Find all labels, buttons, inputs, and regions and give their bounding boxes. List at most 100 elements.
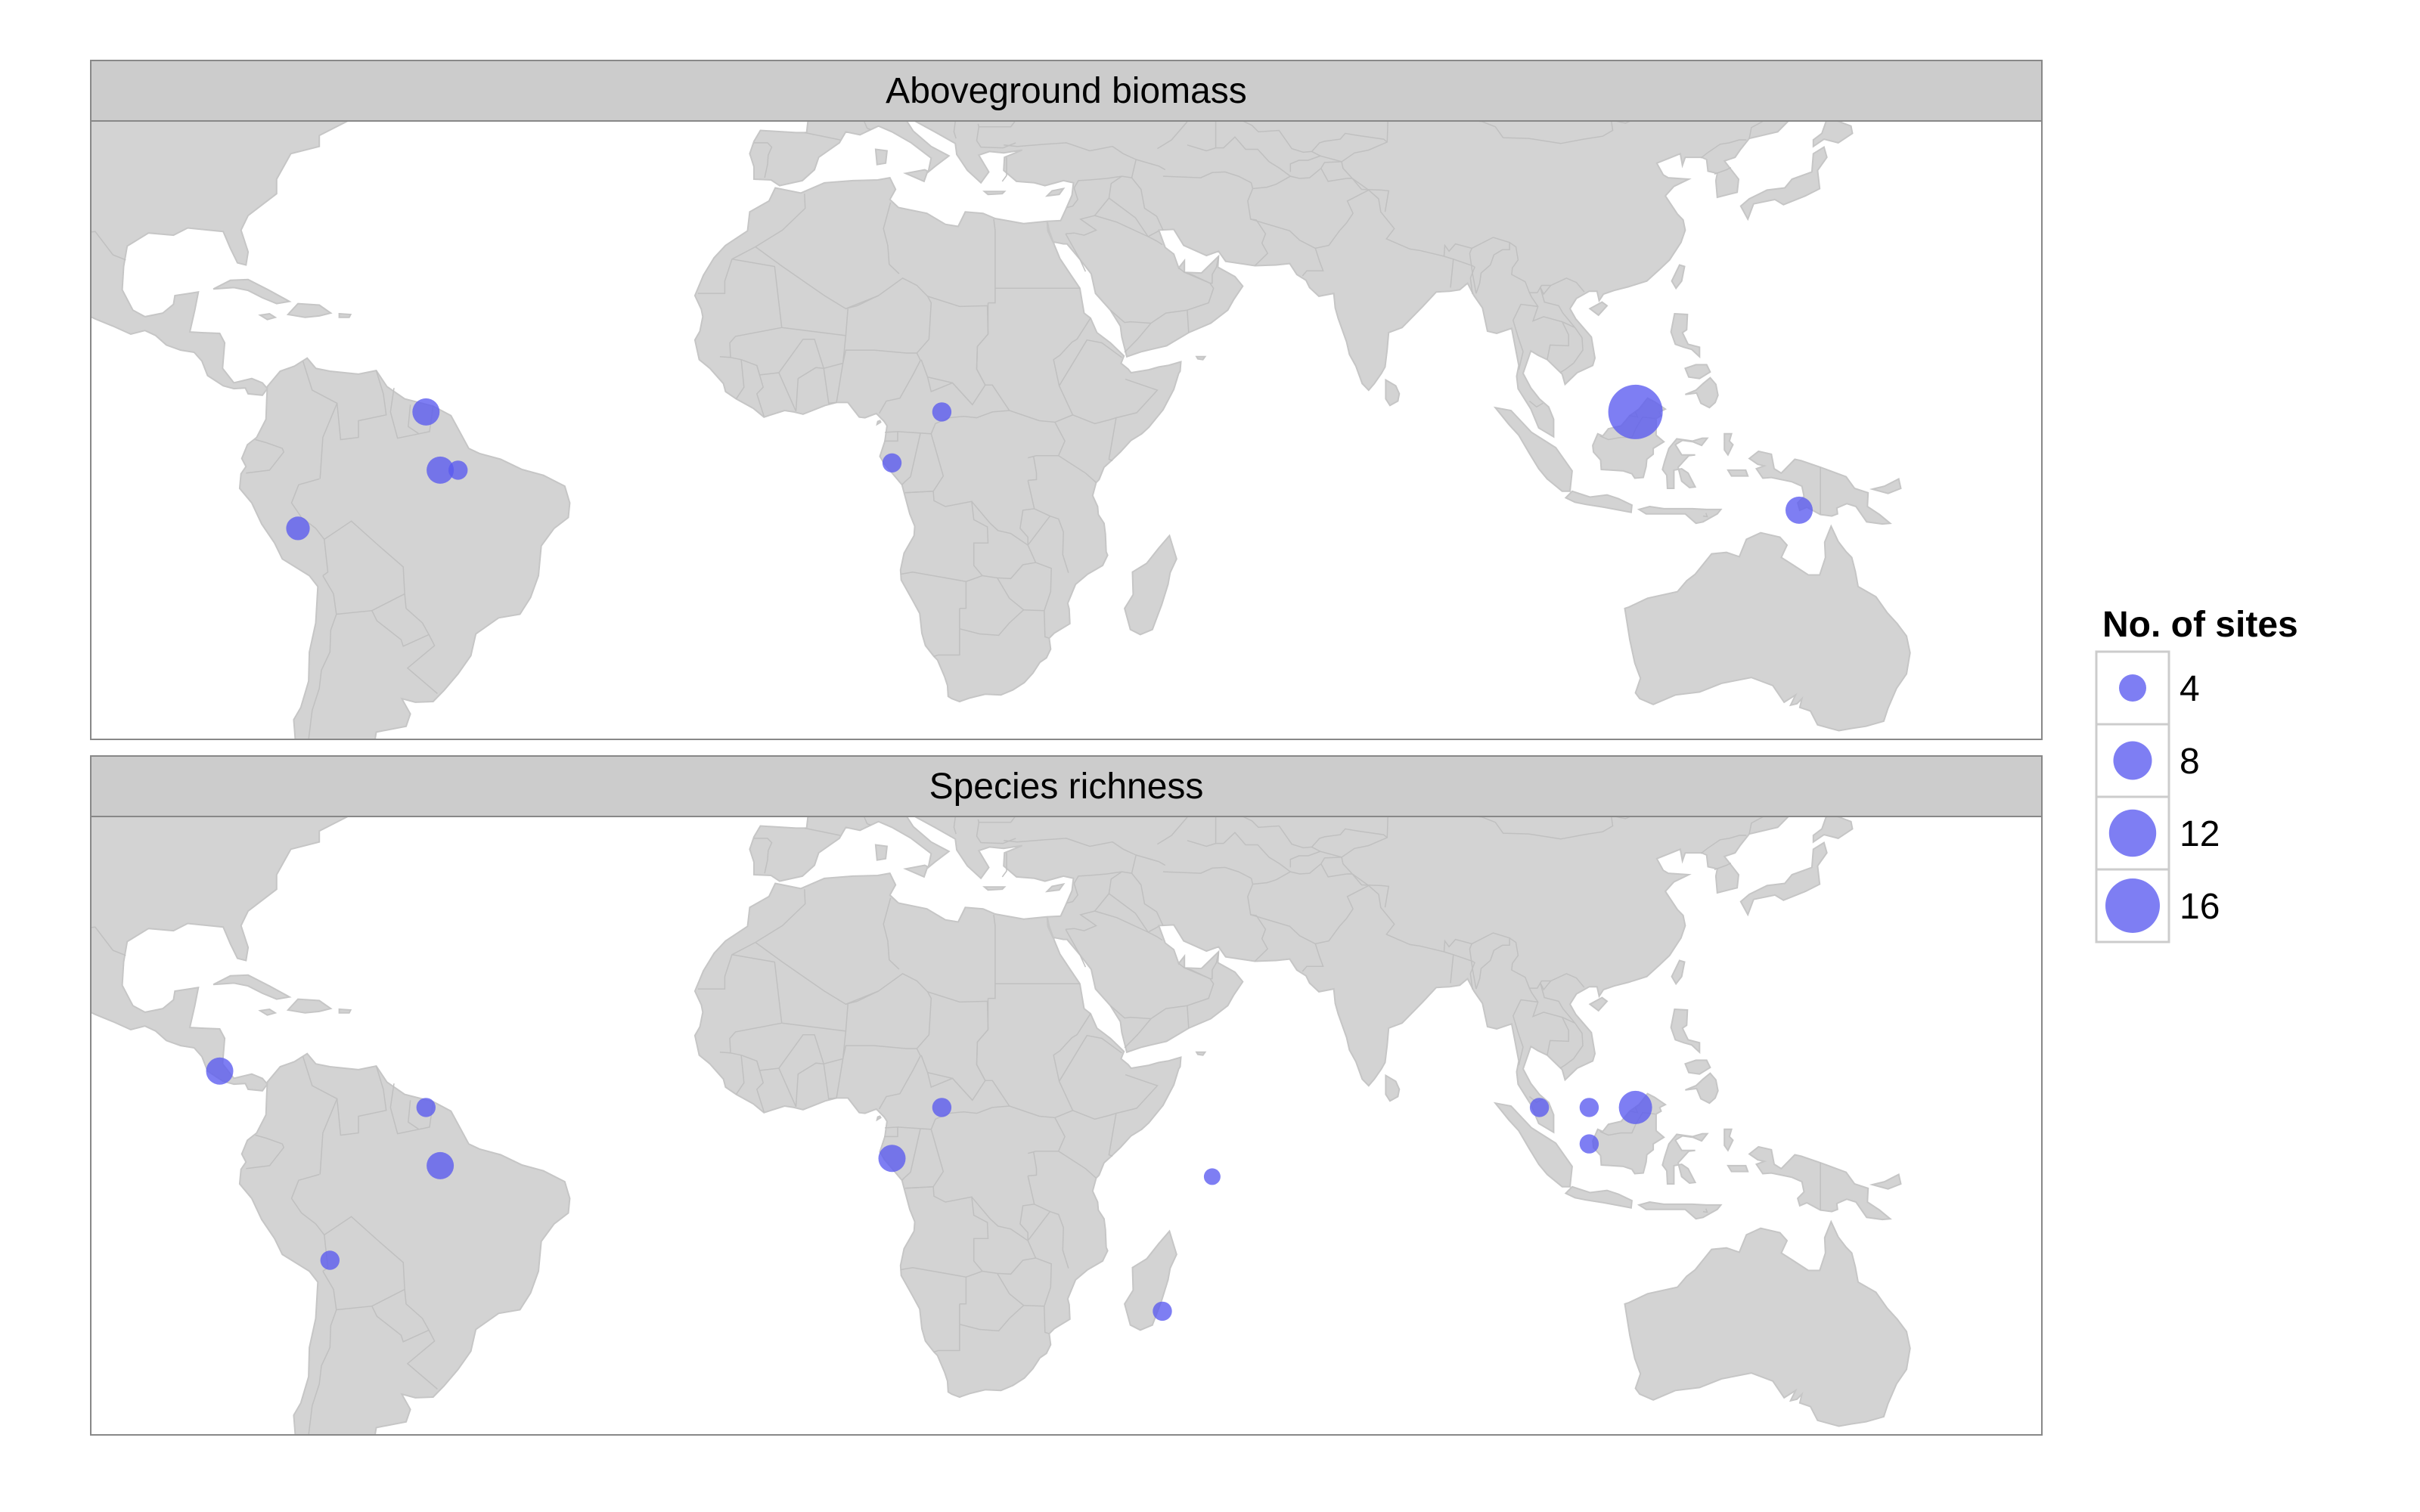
land-sri-lanka (1385, 1074, 1401, 1102)
country-border (1108, 893, 1159, 933)
country-border (1044, 610, 1050, 639)
site-point (320, 1250, 340, 1270)
panel-species-richness: Species richness (90, 755, 2043, 1461)
country-border (755, 889, 806, 943)
country-border (1027, 1210, 1069, 1269)
country-border (735, 359, 745, 400)
site-point (427, 1151, 455, 1179)
country-border (1714, 166, 1732, 175)
country-border (1247, 182, 1269, 267)
country-border (1539, 981, 1576, 1024)
country-border (755, 194, 806, 248)
country-border (730, 335, 847, 376)
land-hokkaido (1812, 816, 1854, 844)
country-border (901, 432, 921, 485)
land-mindanao (1685, 1072, 1719, 1105)
country-border (1289, 846, 1322, 868)
panel-strip (90, 755, 2043, 817)
country-border (371, 593, 430, 647)
panel-title: Species richness (929, 767, 1204, 807)
country-border (1473, 816, 1633, 840)
country-border (883, 202, 900, 274)
country-border (1131, 177, 1164, 231)
country-border (1471, 237, 1510, 294)
country-border (953, 816, 957, 835)
country-border (977, 121, 1016, 128)
land-taiwan (1671, 959, 1686, 986)
site-point (882, 453, 902, 472)
country-border (1147, 236, 1163, 246)
land-hispaniola (286, 998, 333, 1014)
country-border (977, 816, 1016, 823)
country-border (1512, 999, 1538, 1066)
country-border (1109, 1005, 1151, 1020)
country-border (755, 246, 879, 310)
country-border (697, 941, 756, 990)
country-border (1252, 167, 1347, 190)
country-border (1315, 873, 1370, 945)
land-halmahera (1723, 432, 1734, 457)
country-border (959, 1305, 1025, 1332)
legend-title: No. of sites (2102, 605, 2298, 645)
land-cuba (213, 974, 292, 1000)
country-border (308, 1271, 337, 1435)
country-border (1108, 197, 1159, 237)
country-border (1471, 932, 1510, 990)
country-border (389, 388, 420, 439)
legend-label: 4 (2180, 669, 2200, 709)
site-point (1608, 384, 1663, 439)
country-border (878, 352, 921, 414)
size-legend: No. of sites 4 8 12 16 (2095, 605, 2298, 943)
country-border (993, 218, 996, 289)
legend-key: 16 (2095, 868, 2220, 943)
country-border (697, 246, 756, 294)
country-border (1528, 292, 1569, 360)
land-tasmania (1847, 1440, 1872, 1461)
land-north-america (91, 816, 351, 1092)
land-sumatra (1493, 406, 1573, 492)
land-cyprus (1044, 883, 1066, 893)
site-point (427, 456, 455, 484)
country-border (1346, 873, 1390, 908)
country-border (1115, 1074, 1159, 1114)
country-border (1072, 414, 1117, 462)
land-luzon (1670, 312, 1701, 359)
land-puerto-rico (338, 312, 352, 318)
country-border (1700, 835, 1747, 854)
site-points (286, 384, 1813, 541)
country-border (976, 302, 1091, 423)
country-border (884, 431, 898, 442)
country-border (976, 822, 1016, 844)
country-border (959, 609, 1025, 637)
land-new-guinea (1748, 450, 1892, 525)
country-border (1135, 159, 1166, 171)
land-sulawesi (1661, 1132, 1709, 1185)
country-border (1066, 187, 1078, 209)
country-border (336, 1065, 387, 1136)
country-border (971, 480, 1035, 547)
land-australia (1624, 524, 1911, 732)
country-border (1028, 1151, 1038, 1177)
country-border (1250, 914, 1324, 972)
country-border (1320, 850, 1342, 858)
country-border (1004, 838, 1137, 884)
country-border (290, 478, 329, 577)
land-visayas (1684, 1059, 1711, 1075)
site-point (878, 1145, 906, 1173)
country-border (1184, 967, 1211, 980)
country-border (406, 634, 438, 694)
land-bioko (876, 1115, 882, 1122)
country-border (1700, 139, 1747, 159)
land-java (1564, 1185, 1633, 1209)
country-border (1320, 161, 1342, 169)
country-border (804, 132, 840, 141)
legend-key: 12 (2095, 795, 2220, 871)
country-border (91, 926, 126, 956)
country-border (1702, 513, 1708, 518)
land-seram (1727, 469, 1749, 477)
country-border (863, 816, 871, 826)
site-point (1579, 1134, 1599, 1154)
country-border (1247, 878, 1269, 962)
panel-title: Aboveground biomass (886, 71, 1247, 111)
